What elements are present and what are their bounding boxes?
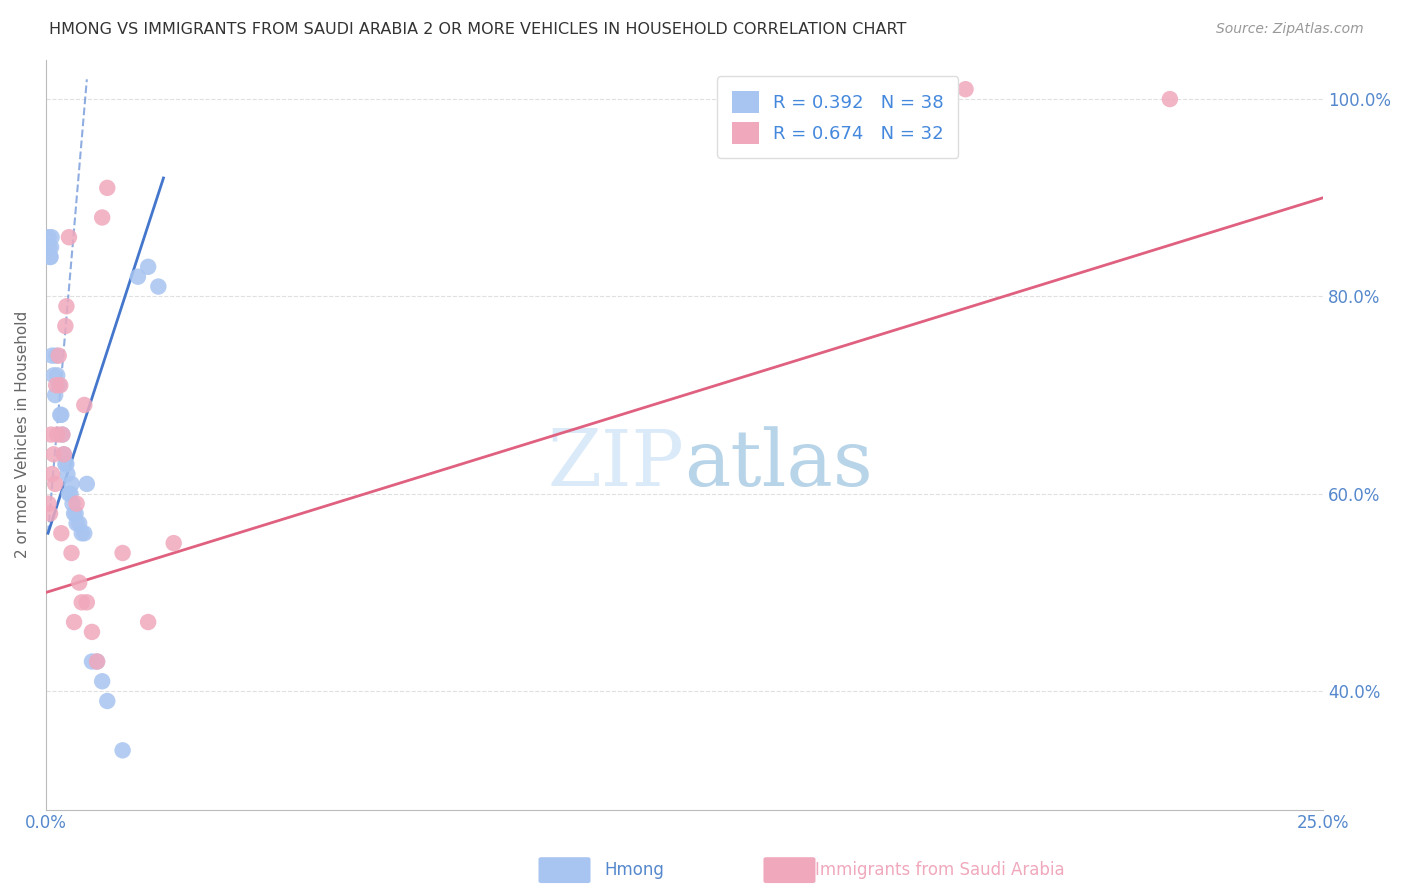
Point [58, 487, 80, 501]
Point [65, 497, 87, 511]
Point [42, 447, 65, 461]
Point [38, 497, 60, 511]
Point [91, 211, 114, 225]
Point [96, 694, 118, 708]
Point [41, 230, 63, 244]
Point [44, 476, 66, 491]
Point [41, 467, 63, 481]
Point [48, 378, 70, 392]
Point [65, 507, 87, 521]
Point [127, 269, 149, 284]
Point [51, 427, 73, 442]
Point [63, 615, 86, 629]
Point [91, 674, 114, 689]
Point [39, 240, 62, 254]
Point [56, 467, 79, 481]
Point [73, 398, 96, 412]
Point [46, 427, 69, 442]
Point [148, 279, 170, 293]
Point [67, 575, 90, 590]
Point [45, 378, 67, 392]
Point [42, 368, 65, 383]
Point [86, 655, 108, 669]
Point [163, 536, 186, 550]
Point [52, 447, 75, 461]
Point [45, 349, 67, 363]
Point [39, 507, 62, 521]
Text: ZIP: ZIP [548, 426, 685, 502]
Point [39, 427, 62, 442]
Point [58, 230, 80, 244]
Point [52, 447, 75, 461]
Point [38, 230, 60, 244]
Point [1159, 92, 1181, 106]
Text: atlas: atlas [685, 426, 873, 502]
Text: Source: ZipAtlas.com: Source: ZipAtlas.com [1216, 22, 1364, 37]
Point [62, 497, 84, 511]
Point [55, 299, 77, 313]
Legend: R = 0.392   N = 38, R = 0.674   N = 32: R = 0.392 N = 38, R = 0.674 N = 32 [717, 76, 959, 158]
Point [955, 82, 977, 96]
Point [39, 250, 62, 264]
Point [76, 595, 98, 609]
Point [39, 250, 62, 264]
Point [70, 526, 93, 541]
Point [60, 546, 83, 560]
Point [59, 487, 82, 501]
Point [73, 526, 96, 541]
Point [46, 368, 69, 383]
Point [48, 349, 70, 363]
Point [41, 349, 63, 363]
Text: Hmong: Hmong [605, 861, 665, 879]
Point [76, 476, 98, 491]
Point [51, 408, 73, 422]
Point [80, 655, 103, 669]
Point [55, 318, 77, 333]
Point [63, 507, 86, 521]
Point [96, 181, 118, 195]
Point [70, 595, 93, 609]
Text: HMONG VS IMMIGRANTS FROM SAUDI ARABIA 2 OR MORE VEHICLES IN HOUSEHOLD CORRELATIO: HMONG VS IMMIGRANTS FROM SAUDI ARABIA 2 … [49, 22, 907, 37]
Point [60, 476, 83, 491]
Point [111, 743, 134, 757]
Point [80, 624, 103, 639]
Point [38, 240, 60, 254]
Point [86, 655, 108, 669]
Point [51, 526, 73, 541]
Point [67, 516, 90, 531]
Point [55, 457, 77, 471]
Y-axis label: 2 or more Vehicles in Household: 2 or more Vehicles in Household [15, 311, 30, 558]
Point [49, 408, 72, 422]
Point [136, 260, 159, 274]
Text: Immigrants from Saudi Arabia: Immigrants from Saudi Arabia [815, 861, 1066, 879]
Point [65, 516, 87, 531]
Point [49, 378, 72, 392]
Point [44, 388, 66, 402]
Point [136, 615, 159, 629]
Point [55, 457, 77, 471]
Point [111, 546, 134, 560]
Point [51, 427, 73, 442]
